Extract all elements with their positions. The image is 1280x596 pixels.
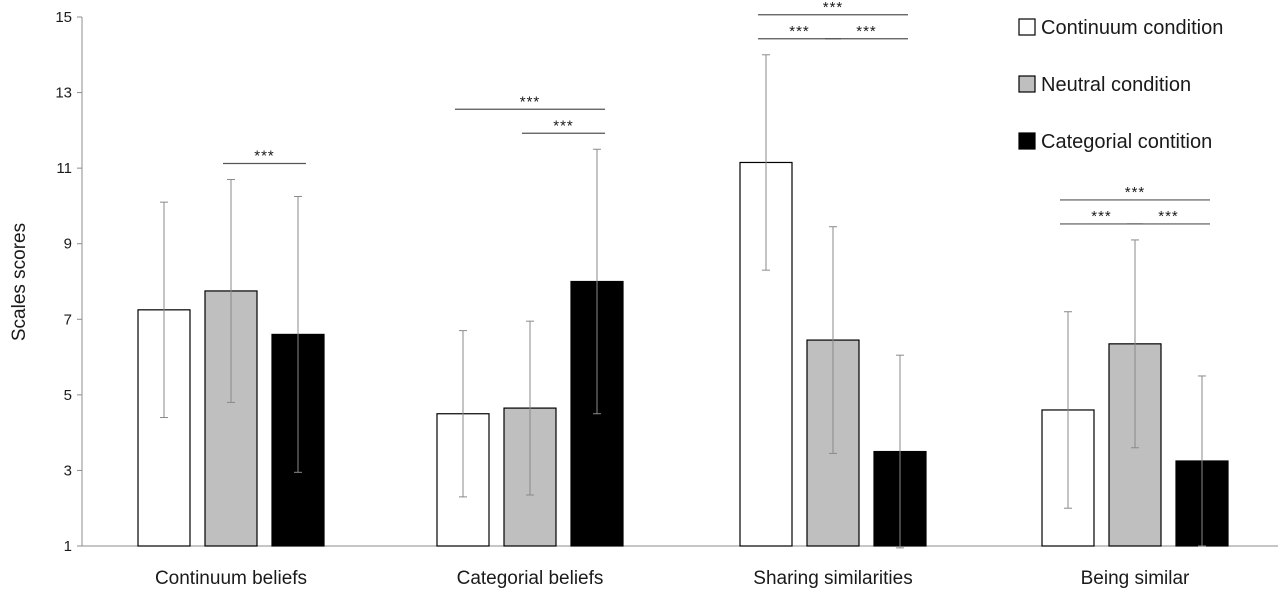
- error-bars: [160, 54, 1206, 549]
- significance-label: ***: [823, 0, 844, 16]
- legend-swatch: [1018, 18, 1036, 36]
- significance-brackets: *** *** *** *** *** *** *** *** ***: [223, 0, 1210, 225]
- y-axis-label: Scales scores: [9, 223, 30, 341]
- y-tick-label: 11: [56, 160, 72, 177]
- y-tick-label: 1: [64, 538, 72, 555]
- legend-label: Neutral condition: [1041, 74, 1191, 96]
- y-tick-label: 15: [55, 9, 72, 26]
- legend: Continuum condition Neutral condition Cate…: [1018, 17, 1223, 153]
- legend-label: Categorial contition: [1041, 131, 1212, 153]
- x-category-label: Sharing similarities: [753, 568, 912, 589]
- bars: [137, 161, 1229, 547]
- significance-label: ***: [1158, 208, 1179, 225]
- significance-label: ***: [1091, 208, 1112, 225]
- significance-label: ***: [553, 117, 574, 134]
- y-tick-label: 13: [55, 85, 72, 102]
- y-tick-label: 7: [64, 311, 72, 328]
- legend-swatch: [1018, 132, 1036, 150]
- significance-label: ***: [856, 23, 877, 40]
- significance-label: ***: [254, 147, 275, 164]
- y-tick-label: 5: [64, 387, 72, 404]
- x-category-label: Being similar: [1081, 568, 1190, 589]
- y-tick-label: 3: [64, 462, 72, 479]
- legend-label: Continuum condition: [1041, 17, 1223, 39]
- y-tick-label: 9: [64, 236, 72, 253]
- bar: [739, 161, 793, 547]
- significance-label: ***: [789, 23, 810, 40]
- significance-label: ***: [1125, 184, 1146, 201]
- x-category-label: Categorial beliefs: [457, 568, 604, 589]
- significance-label: ***: [520, 93, 541, 110]
- x-category-label: Continuum beliefs: [155, 568, 307, 589]
- x-axis: Continuum beliefs Categorial beliefs Shari…: [82, 545, 1278, 589]
- legend-swatch: [1018, 75, 1036, 93]
